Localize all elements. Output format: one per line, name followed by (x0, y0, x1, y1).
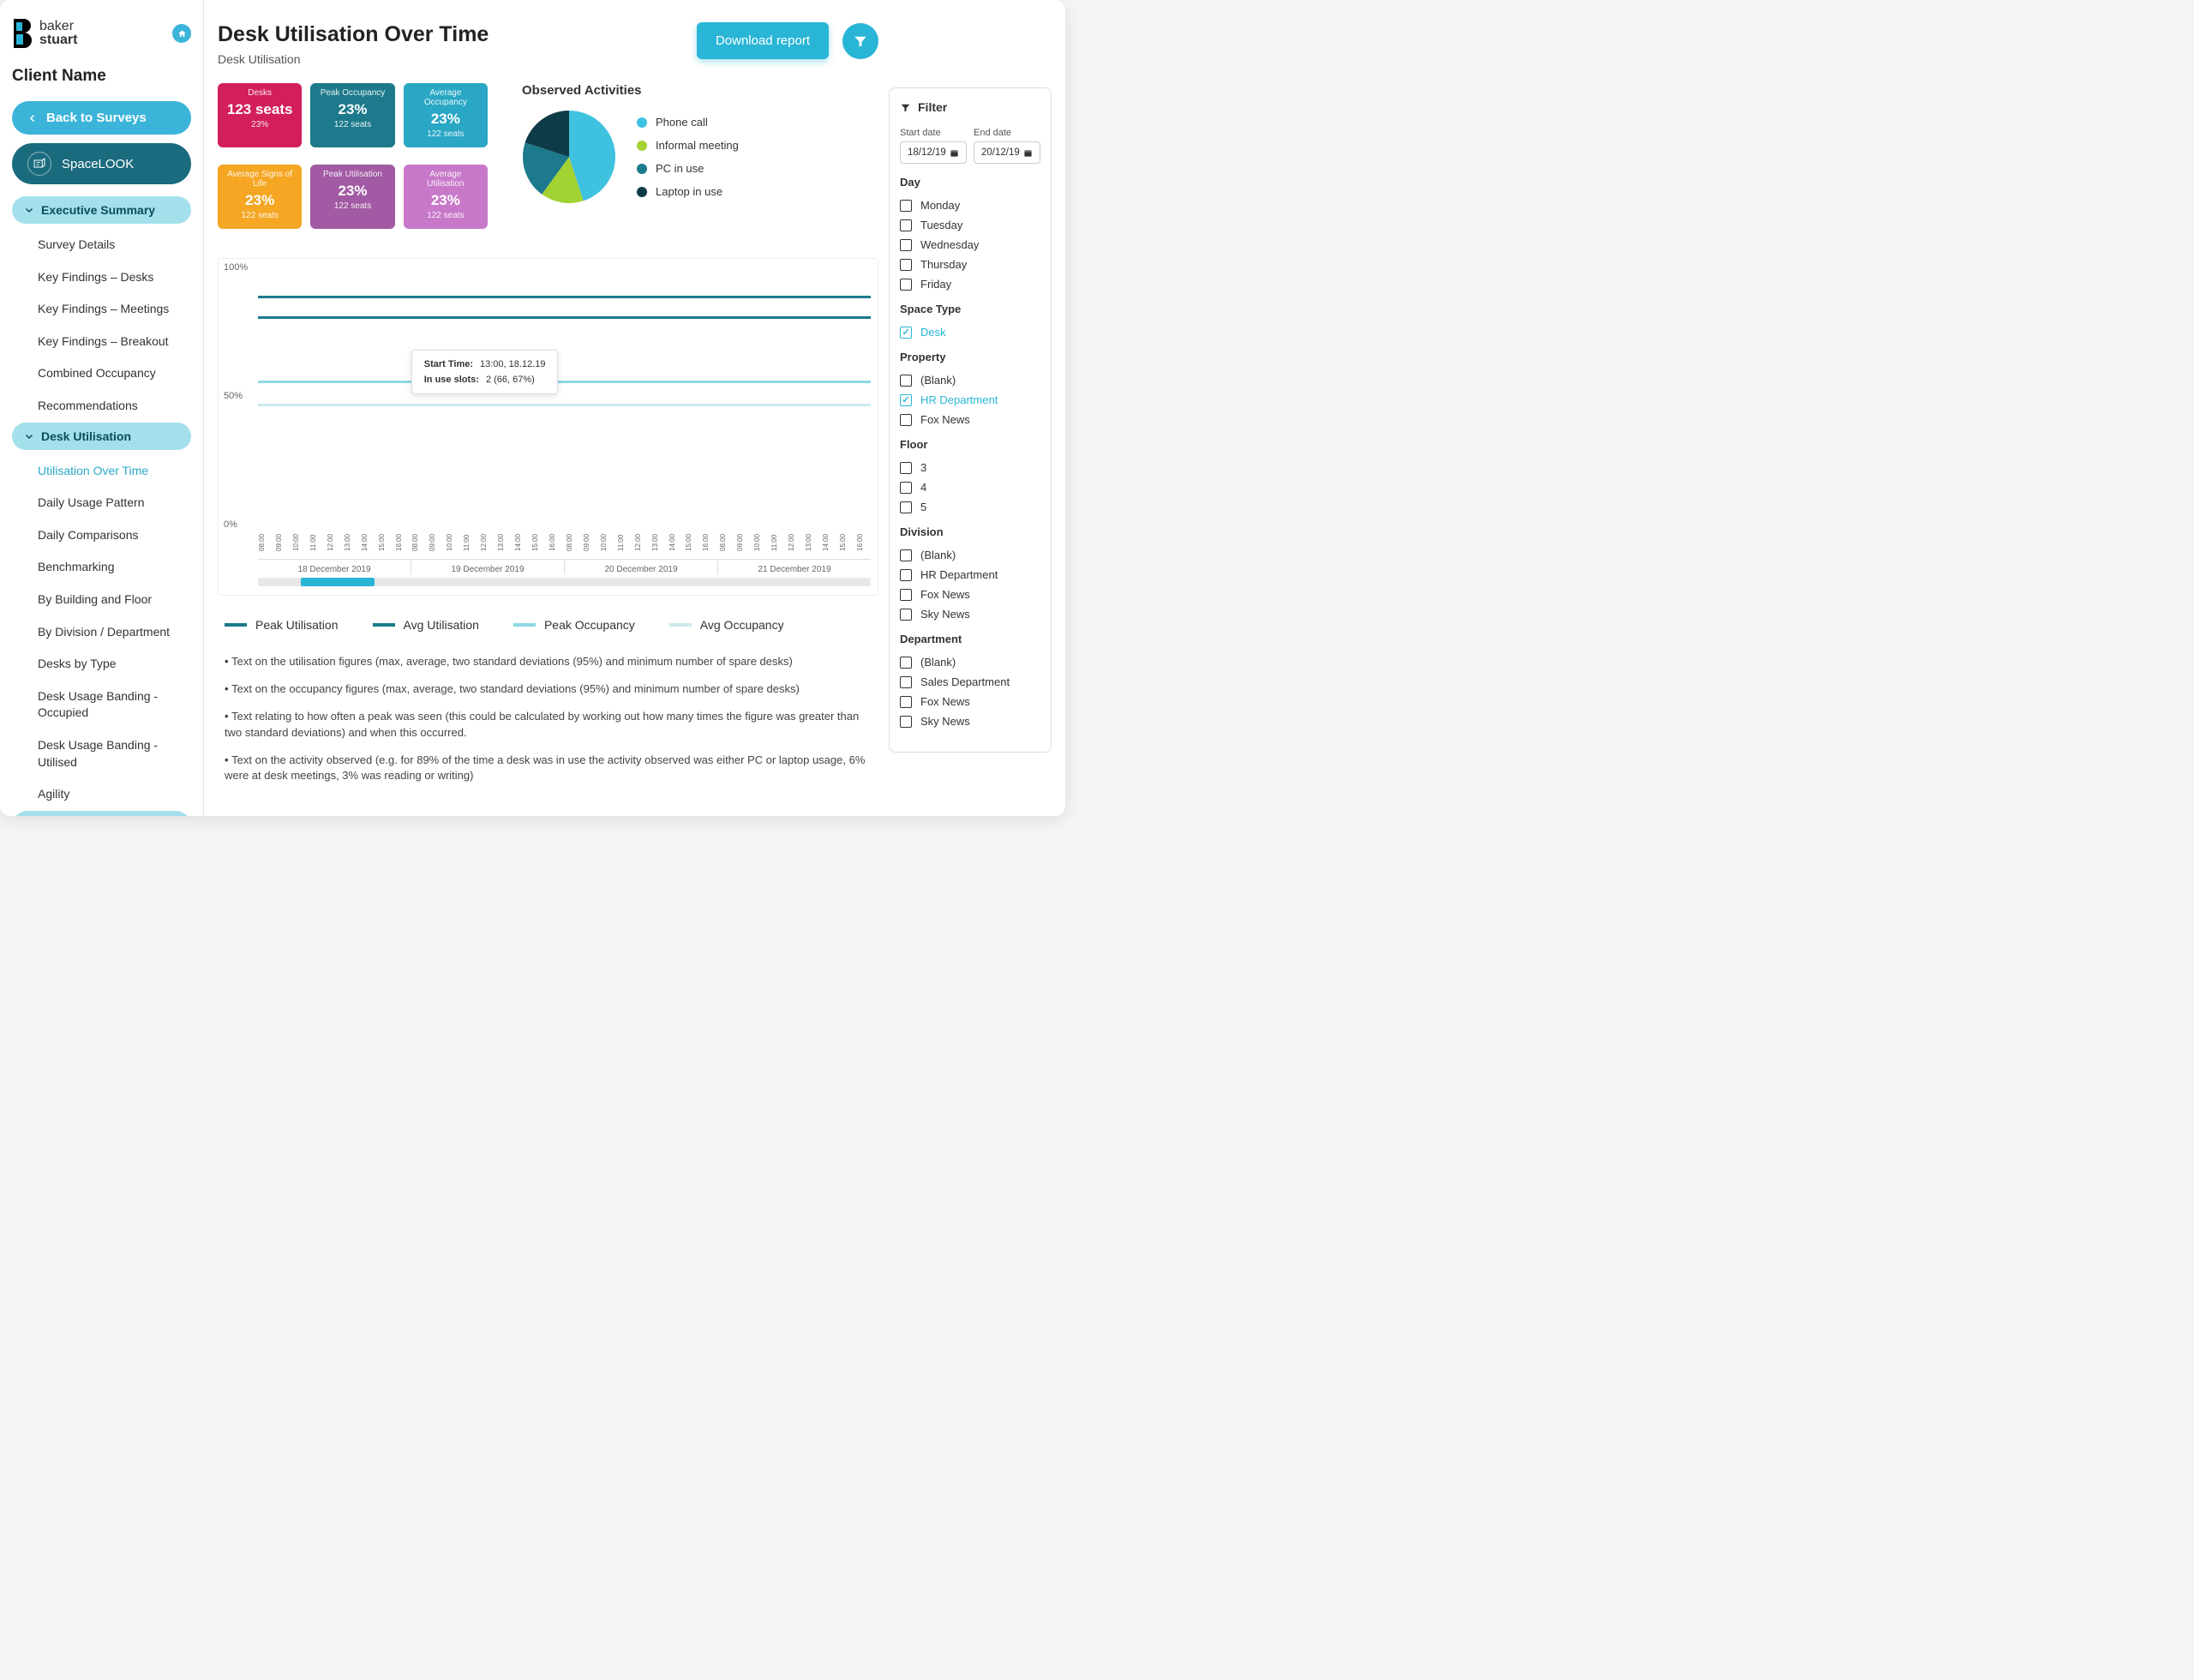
activities-title: Observed Activities (522, 83, 878, 98)
filter-group-title: Property (900, 351, 1040, 363)
calendar-icon (1023, 148, 1033, 158)
blueprint-icon (27, 152, 51, 176)
legend-item: PC in use (637, 162, 739, 175)
filter-checkbox[interactable]: Fox News (900, 692, 1040, 711)
metric-card: Average Occupancy23%122 seats (404, 83, 488, 147)
metric-card: Desks123 seats23% (218, 83, 302, 147)
nav-item[interactable]: Desk Usage Banding - Utilised (12, 729, 191, 778)
filter-checkbox[interactable]: Tuesday (900, 215, 1040, 235)
filter-checkbox[interactable]: HR Department (900, 565, 1040, 585)
chart-scrubber[interactable] (258, 578, 871, 586)
chart-legend-item: Avg Utilisation (373, 618, 479, 632)
metrics-grid: Desks123 seats23%Peak Occupancy23%122 se… (218, 83, 488, 237)
nav-item[interactable]: Key Findings – Breakout (12, 326, 191, 358)
filter-checkbox[interactable]: Wednesday (900, 235, 1040, 255)
legend-item: Laptop in use (637, 185, 739, 198)
metric-card: Average Utilisation23%122 seats (404, 165, 488, 229)
filter-checkbox[interactable]: Sky News (900, 711, 1040, 731)
calendar-icon (950, 148, 959, 158)
filter-group-title: Day (900, 176, 1040, 189)
chart-legend-item: Avg Occupancy (669, 618, 784, 632)
end-date-input[interactable]: 20/12/19 (974, 141, 1040, 164)
activities-pie-chart (522, 110, 616, 204)
nav-item[interactable]: Combined Occupancy (12, 357, 191, 390)
spacelook-button[interactable]: SpaceLOOK (12, 143, 191, 184)
download-button[interactable]: Download report (697, 22, 829, 59)
nav-item[interactable]: Survey Details (12, 229, 191, 261)
filter-group-title: Space Type (900, 303, 1040, 315)
nav-section-desk-utilisation[interactable]: Desk Utilisation (12, 423, 191, 450)
metric-card: Peak Utilisation23%122 seats (310, 165, 394, 229)
page-title: Desk Utilisation Over Time (218, 22, 489, 47)
chart-tooltip: Start Time:13:00, 18.12.19 In use slots:… (411, 350, 559, 394)
filter-checkbox[interactable]: 5 (900, 497, 1040, 517)
filter-checkbox[interactable]: Friday (900, 274, 1040, 294)
nav-item[interactable]: Daily Comparisons (12, 519, 191, 552)
filter-checkbox[interactable]: Thursday (900, 255, 1040, 274)
filter-checkbox[interactable]: 4 (900, 477, 1040, 497)
nav-item[interactable]: Daily Usage Pattern (12, 487, 191, 519)
nav-item[interactable]: Benchmarking (12, 551, 191, 584)
filter-checkbox[interactable]: (Blank) (900, 545, 1040, 565)
filter-checkbox[interactable]: HR Department (900, 390, 1040, 410)
nav-item[interactable]: Desks by Type (12, 648, 191, 681)
filter-icon (900, 102, 911, 113)
page-subtitle: Desk Utilisation (218, 52, 489, 66)
chart-legend-item: Peak Occupancy (513, 618, 635, 632)
nav-item[interactable]: By Division / Department (12, 616, 191, 649)
nav-section-executive-summary[interactable]: Executive Summary (12, 196, 191, 224)
legend-item: Phone call (637, 116, 739, 129)
filter-group-title: Division (900, 525, 1040, 538)
logo: bakerstuart (12, 17, 77, 50)
sidebar: bakerstuart Client Name Back to Surveys … (0, 0, 204, 816)
nav-item[interactable]: By Building and Floor (12, 584, 191, 616)
filter-group-title: Department (900, 633, 1040, 645)
filter-toggle-button[interactable] (842, 23, 878, 59)
filter-panel: Filter Start date 18/12/19 End date 20/1… (889, 87, 1052, 753)
legend-item: Informal meeting (637, 139, 739, 152)
metric-card: Average Signs of Life23%122 seats (218, 165, 302, 229)
chart-legend-item: Peak Utilisation (225, 618, 339, 632)
filter-checkbox[interactable]: Sky News (900, 604, 1040, 624)
metric-card: Peak Occupancy23%122 seats (310, 83, 394, 147)
nav-item[interactable]: Utilisation Over Time (12, 455, 191, 488)
back-button[interactable]: Back to Surveys (12, 101, 191, 135)
filter-checkbox[interactable]: (Blank) (900, 370, 1040, 390)
nav-section-meeting-space[interactable]: Meeting Space Utilisation (12, 811, 191, 816)
filter-group-title: Floor (900, 438, 1040, 451)
filter-checkbox[interactable]: Sales Department (900, 672, 1040, 692)
filter-checkbox[interactable]: Fox News (900, 410, 1040, 429)
nav-item[interactable]: Recommendations (12, 390, 191, 423)
nav-item[interactable]: Agility (12, 778, 191, 811)
start-date-input[interactable]: 18/12/19 (900, 141, 967, 164)
filter-checkbox[interactable]: Fox News (900, 585, 1040, 604)
filter-checkbox[interactable]: 3 (900, 458, 1040, 477)
nav-item[interactable]: Desk Usage Banding - Occupied (12, 681, 191, 729)
nav-item[interactable]: Key Findings – Desks (12, 261, 191, 294)
client-name: Client Name (12, 67, 191, 86)
filter-checkbox[interactable]: Monday (900, 195, 1040, 215)
notes: Text on the utilisation figures (max, av… (218, 644, 878, 806)
nav-item[interactable]: Key Findings – Meetings (12, 293, 191, 326)
filter-checkbox[interactable]: Desk (900, 322, 1040, 342)
utilisation-chart: 100% 50% 0% Start Time:13:00, 18.12.19 I… (218, 258, 878, 596)
home-button[interactable] (172, 24, 191, 43)
filter-checkbox[interactable]: (Blank) (900, 652, 1040, 672)
